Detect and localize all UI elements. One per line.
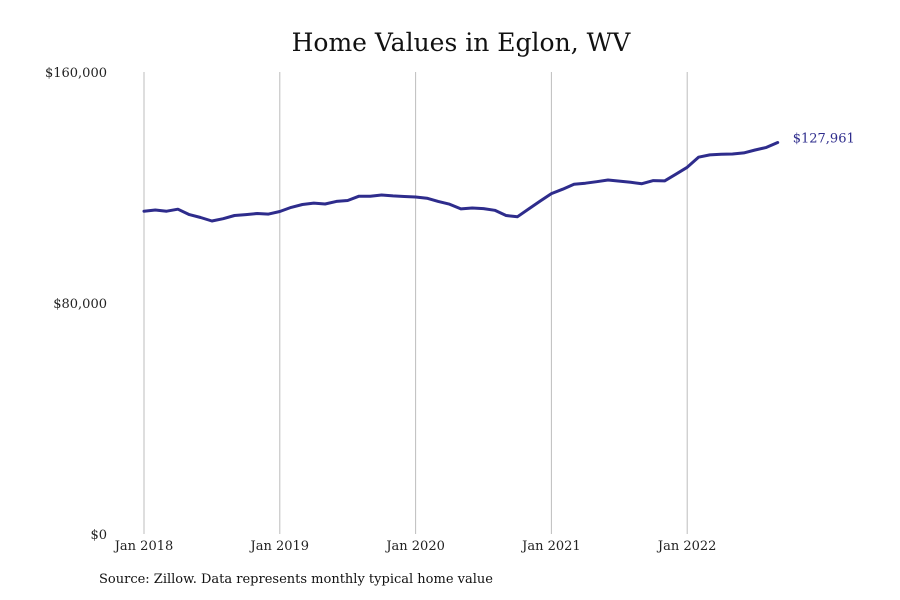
chart-title: Home Values in Eglon, WV (292, 28, 632, 57)
y-tick-label: $160,000 (45, 66, 107, 81)
grid-lines (143, 72, 688, 534)
x-axis-ticks: Jan 2018 Jan 2019 Jan 2020 Jan 2021 Jan 2022 (113, 539, 717, 554)
x-tick-label: Jan 2020 (384, 539, 445, 554)
source-note: Source: Zillow. Data represents monthly … (99, 572, 493, 587)
y-tick-label: $0 (90, 528, 107, 543)
y-tick-label: $80,000 (53, 297, 107, 312)
x-tick-label: Jan 2022 (656, 539, 717, 554)
x-tick-label: Jan 2019 (249, 539, 310, 554)
x-tick-label: Jan 2021 (520, 539, 581, 554)
end-value-label: $127,961 (793, 131, 855, 146)
x-tick-label: Jan 2018 (113, 539, 174, 554)
series-line (142, 141, 780, 223)
y-axis-ticks: $0 $80,000 $160,000 (45, 66, 107, 543)
